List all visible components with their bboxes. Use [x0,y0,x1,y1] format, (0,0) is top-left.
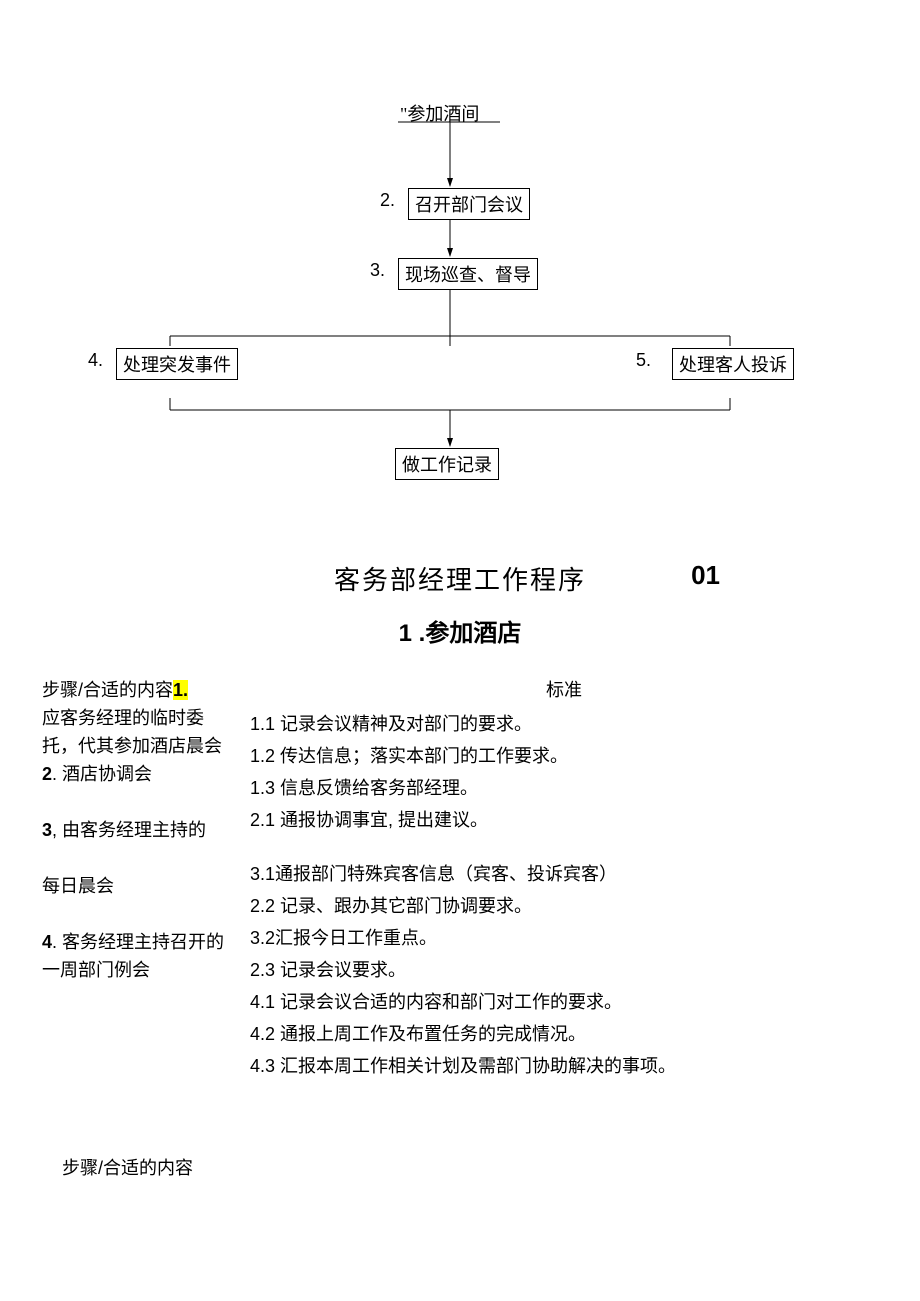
step2-num: 2 [42,764,52,784]
footer-label: 步骤/合适的内容 [0,1154,920,1180]
flowchart: "参加酒间 2. 召开部门会议 3. 现场巡查、督导 4. 处理突发事件 5. … [0,0,920,480]
step3-text: , 由客务经理主持的 [52,820,206,840]
flow-box4-num: 4. [88,350,103,371]
left-header: 步骤/合适的内容 [42,680,173,700]
flow-box4: 处理突发事件 [116,348,238,380]
std-1-3: 1.3 信息反馈给客务部经理。 [250,774,878,802]
flow-top-text: 参加酒间 [407,104,479,124]
step3b-text: 每日晨会 [42,872,232,900]
doc-title: 客务部经理工作程序 [334,560,586,597]
flow-box3: 现场巡查、督导 [398,258,538,290]
flow-box5-num: 5. [636,350,651,371]
std-4-1: 4.1 记录会议合适的内容和部门对工作的要求。 [250,988,878,1016]
flow-box2: 召开部门会议 [408,188,530,220]
std-3-1: 3.1通报部门特殊宾客信息（宾客、投诉宾客） [250,860,878,888]
step1-text: 应客务经理的临时委托，代其参加酒店晨会 [42,704,232,760]
step4-text: . 客务经理主持召开的一周部门例会 [42,932,224,980]
left-column: 步骤/合适的内容1. 应客务经理的临时委托，代其参加酒店晨会 2. 酒店协调会 … [42,676,242,1084]
std-4-3: 4.3 汇报本周工作相关计划及需部门协助解决的事项。 [250,1052,878,1080]
std-3-2: 3.2汇报今日工作重点。 [250,924,878,952]
std-1-1: 1.1 记录会议精神及对部门的要求。 [250,710,878,738]
flow-top: "参加酒间 [400,100,479,126]
flow-box3-num: 3. [370,260,385,281]
std-2-3: 2.3 记录会议要求。 [250,956,878,984]
flow-box5: 处理客人投诉 [672,348,794,380]
step3-num: 3 [42,820,52,840]
step2-text: . 酒店协调会 [52,764,152,784]
step4-num: 4 [42,932,52,952]
std-1-2: 1.2 传达信息；落实本部门的工作要求。 [250,742,878,770]
flowchart-svg [0,0,920,480]
doc-subtitle: 1 .参加酒店 [0,613,920,648]
std-4-2: 4.2 通报上周工作及布置任务的完成情况。 [250,1020,878,1048]
doc-number: 01 [691,560,720,591]
std-2-1: 2.1 通报协调事宜, 提出建议。 [250,806,878,834]
std-2-2: 2.2 记录、跟办其它部门协调要求。 [250,892,878,920]
flow-box6: 做工作记录 [395,448,499,480]
flow-box2-num: 2. [380,190,395,211]
right-header: 标准 [250,676,878,704]
step1-num: 1. [173,680,188,700]
right-column: 标准 1.1 记录会议精神及对部门的要求。 1.2 传达信息；落实本部门的工作要… [242,676,878,1084]
